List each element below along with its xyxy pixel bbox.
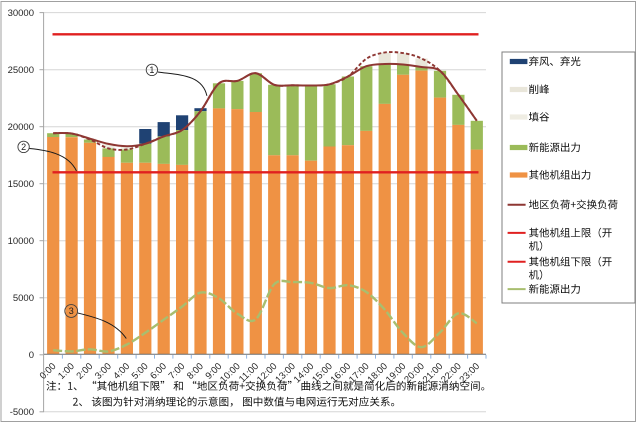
svg-text:-5000: -5000 (10, 407, 34, 418)
svg-text:1: 1 (149, 65, 154, 75)
svg-text:25000: 25000 (8, 65, 34, 76)
svg-text:3: 3 (69, 306, 74, 316)
svg-text:2: 2 (21, 142, 26, 152)
svg-text:10000: 10000 (8, 236, 34, 247)
svg-text:20000: 20000 (8, 122, 34, 133)
svg-text:15000: 15000 (8, 179, 34, 190)
svg-text:30000: 30000 (8, 8, 34, 19)
svg-text:0: 0 (29, 350, 34, 361)
svg-text:5000: 5000 (13, 293, 34, 304)
